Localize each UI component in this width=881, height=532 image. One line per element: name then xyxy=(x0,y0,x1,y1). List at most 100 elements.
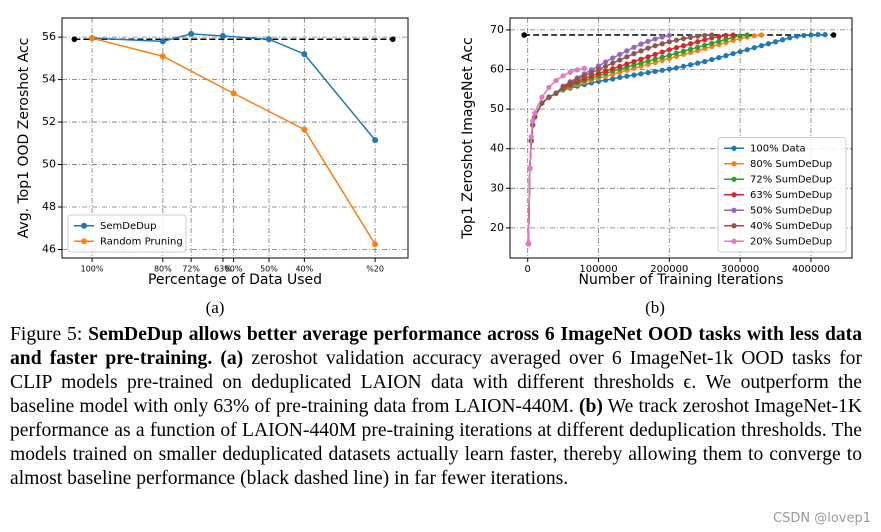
series-marker xyxy=(673,45,679,51)
series-marker xyxy=(822,32,828,38)
x-tick-label: 40% xyxy=(295,265,313,274)
series-marker xyxy=(709,40,715,46)
series-marker xyxy=(702,42,708,48)
legend-marker xyxy=(731,145,737,151)
legend-marker xyxy=(81,238,87,245)
legend-label: SemDeDup xyxy=(100,221,156,232)
legend-marker xyxy=(731,176,737,182)
series-marker xyxy=(652,36,658,42)
series-marker xyxy=(645,45,651,51)
legend-label: Random Pruning xyxy=(100,236,183,247)
series-marker xyxy=(595,63,602,69)
y-tick-label: 20 xyxy=(490,221,504,234)
series-marker xyxy=(567,80,573,86)
series-marker xyxy=(527,165,533,172)
series-marker xyxy=(219,33,226,40)
x-tick-label: 72% xyxy=(182,265,200,274)
series-marker xyxy=(617,51,623,58)
series-marker xyxy=(638,60,644,66)
baseline-marker xyxy=(521,32,527,38)
series-marker xyxy=(617,63,623,69)
series-marker xyxy=(659,41,665,47)
series-marker xyxy=(610,76,616,82)
series-marker xyxy=(624,48,630,54)
series-marker xyxy=(695,44,701,50)
series-marker xyxy=(159,53,166,60)
series-marker xyxy=(687,62,694,68)
series-marker xyxy=(758,43,764,49)
watermark: CSDN @lovep1 xyxy=(773,511,871,526)
x-axis-label: Percentage of Data Used xyxy=(148,272,322,288)
y-tick-label: 60 xyxy=(490,62,504,75)
series-marker xyxy=(652,43,658,49)
series-marker xyxy=(765,41,772,47)
series-marker xyxy=(624,61,630,67)
series-marker xyxy=(772,39,779,45)
y-tick-label: 54 xyxy=(42,73,56,86)
series-marker xyxy=(723,53,729,59)
legend-box xyxy=(67,214,187,253)
series-marker xyxy=(666,47,672,53)
series-marker xyxy=(528,134,534,140)
y-tick-label: 70 xyxy=(490,23,504,36)
series-marker xyxy=(673,65,679,71)
series-marker xyxy=(737,49,743,55)
series-marker xyxy=(610,66,616,72)
series-marker xyxy=(645,58,651,64)
series-marker xyxy=(624,73,630,79)
series-marker xyxy=(801,32,807,39)
series-marker xyxy=(631,62,637,68)
series-marker xyxy=(567,69,573,75)
caption-bold: (b) xyxy=(578,396,603,417)
series-marker xyxy=(716,34,722,40)
y-tick-label: 52 xyxy=(42,115,56,128)
series-marker xyxy=(751,33,757,39)
x-tick-label: 50% xyxy=(260,265,278,274)
y-tick-label: 56 xyxy=(42,30,56,43)
series-marker xyxy=(659,67,665,73)
series-marker xyxy=(673,37,679,43)
legend-box xyxy=(717,137,847,253)
panel-label: (a) xyxy=(206,298,225,317)
series-marker xyxy=(602,77,609,83)
plot-frame xyxy=(61,17,409,259)
legend-label: 100% Data xyxy=(750,143,806,154)
x-tick-label: %20 xyxy=(366,265,384,274)
series-marker xyxy=(787,35,793,41)
legend-marker xyxy=(81,222,87,229)
series-marker xyxy=(808,32,814,38)
series-marker xyxy=(730,51,736,57)
series-marker xyxy=(539,94,545,100)
series-line xyxy=(527,34,748,244)
series-marker xyxy=(638,41,644,47)
series-marker xyxy=(610,60,616,66)
series-marker xyxy=(581,73,587,79)
series-marker xyxy=(595,66,602,73)
x-tick-label: 400000 xyxy=(792,264,830,275)
x-tick-label: 0 xyxy=(525,264,531,275)
series-marker xyxy=(680,63,687,69)
baseline-marker xyxy=(389,36,396,43)
series-marker xyxy=(624,54,630,60)
series-marker xyxy=(659,34,665,40)
legend-label: 72% SumDeDup xyxy=(750,174,832,185)
legend-marker xyxy=(731,161,737,167)
series-marker xyxy=(659,54,665,60)
series-marker xyxy=(301,126,308,133)
series-marker xyxy=(716,38,722,44)
series-marker xyxy=(737,33,743,39)
x-tick-label: 100000 xyxy=(579,264,617,275)
series-marker xyxy=(372,241,379,248)
x-axis-label: Number of Training Iterations xyxy=(578,272,783,288)
caption: Figure 5: SemDeDup allows better average… xyxy=(10,323,862,491)
caption-text: zeroshot validation accuracy averaged ov… xyxy=(10,348,862,417)
y-tick-label: 50 xyxy=(490,102,504,115)
series-marker xyxy=(574,67,580,73)
y-axis-label: Top1 Zeroshot ImageNet Acc xyxy=(460,37,476,239)
series-marker xyxy=(666,32,672,39)
legend-marker xyxy=(731,223,737,229)
plot-frame xyxy=(509,17,853,259)
series-marker xyxy=(525,241,532,247)
y-axis-label: Avg. Top1 OOD Zeroshot Acc xyxy=(16,38,32,239)
series-marker xyxy=(574,76,580,82)
